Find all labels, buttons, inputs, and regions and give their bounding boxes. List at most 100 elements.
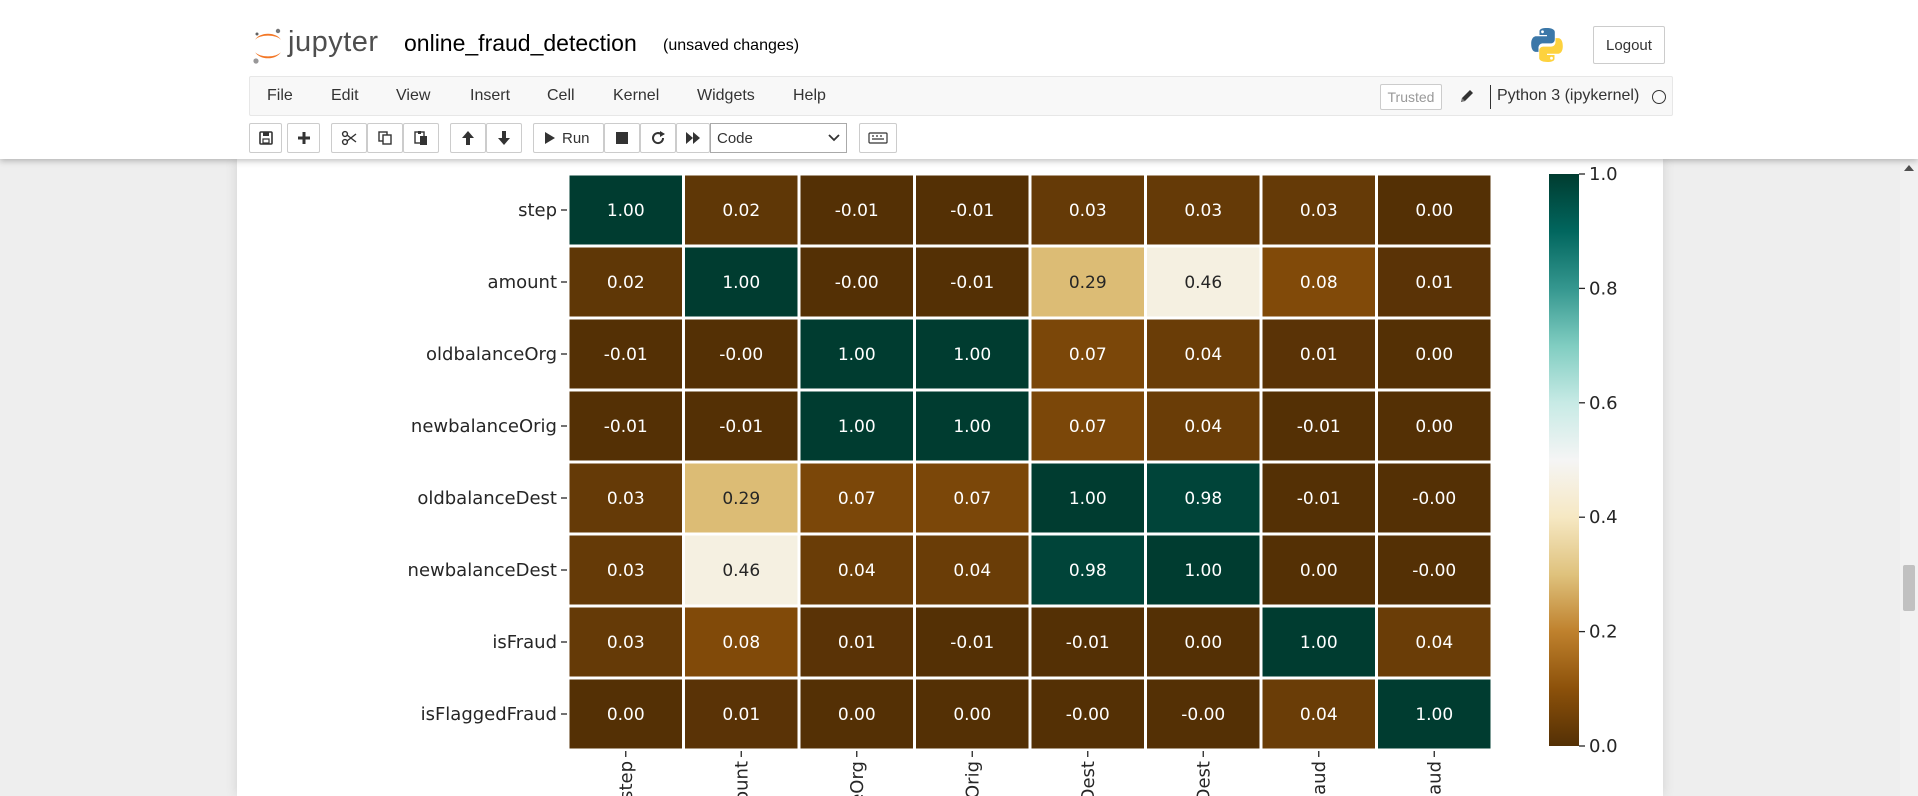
heatmap-cell	[566, 604, 685, 680]
heatmap-cell-label: 0.03	[607, 561, 645, 581]
jupyter-icon	[253, 28, 281, 64]
x-tick-label: Orig	[962, 761, 983, 796]
heatmap-cell-label: 1.00	[953, 417, 991, 437]
insert-cell-button[interactable]	[287, 123, 320, 153]
heatmap-cell	[566, 532, 685, 608]
move-down-button[interactable]	[486, 123, 522, 153]
heatmap-cell-label: -0.00	[1412, 489, 1456, 509]
y-tick-label: step	[518, 200, 557, 221]
heatmap-cell-label: 1.00	[1184, 561, 1222, 581]
heatmap-cell	[1375, 244, 1494, 320]
heatmap-cell	[1028, 172, 1147, 248]
heatmap-cell-label: 0.98	[1069, 561, 1107, 581]
heatmap-cell-label: 1.00	[722, 273, 760, 293]
cell-type-select[interactable]: Code	[710, 123, 847, 153]
heatmap-cell	[682, 604, 801, 680]
menu-widgets[interactable]: Widgets	[697, 87, 755, 104]
heatmap-cell-label: 1.00	[1415, 705, 1453, 725]
kernel-name[interactable]: Python 3 (ipykernel)	[1497, 87, 1640, 104]
heatmap-cell-label: 0.29	[1069, 273, 1107, 293]
paste-button[interactable]	[403, 123, 439, 153]
heatmap-cell	[913, 316, 1032, 392]
heatmap-cell	[1028, 532, 1147, 608]
heatmap-cell	[797, 460, 916, 536]
x-tick-label: Dest	[1078, 761, 1099, 796]
fast-forward-icon	[686, 132, 700, 144]
heatmap-cell-label: -0.01	[1297, 489, 1341, 509]
heatmap-cell-label: 0.00	[953, 705, 991, 725]
scissors-icon	[341, 130, 357, 146]
heatmap-cell-label: -0.00	[1181, 705, 1225, 725]
x-tick-label: step	[616, 761, 637, 796]
heatmap-cell-label: 0.00	[1184, 633, 1222, 653]
heatmap-cell-label: 1.00	[838, 417, 876, 437]
menu-insert[interactable]: Insert	[470, 87, 511, 104]
heatmap-cell	[1028, 604, 1147, 680]
python-logo-icon	[1531, 28, 1563, 62]
jupyter-logo[interactable]: jupyter	[251, 26, 391, 66]
run-button[interactable]: Run	[533, 123, 604, 153]
move-up-button[interactable]	[450, 123, 486, 153]
x-tick-label: aud	[1309, 761, 1330, 795]
heatmap-cell-label: 0.04	[1184, 345, 1222, 365]
heatmap-cell-label: 0.01	[722, 705, 760, 725]
heatmap-cell-label: 1.00	[953, 345, 991, 365]
vertical-scrollbar[interactable]	[1900, 159, 1918, 796]
menu-view[interactable]: View	[396, 87, 431, 104]
logout-button[interactable]: Logout	[1593, 26, 1665, 64]
trusted-badge[interactable]: Trusted	[1380, 84, 1442, 110]
save-button[interactable]	[249, 123, 282, 153]
chevron-down-icon	[828, 134, 840, 142]
menu-cell[interactable]: Cell	[547, 87, 575, 104]
heatmap-cell	[797, 316, 916, 392]
cut-button[interactable]	[331, 123, 367, 153]
heatmap-cell-label: 0.98	[1184, 489, 1222, 509]
menu-edit[interactable]: Edit	[331, 87, 359, 104]
y-tick-label: newbalanceOrig	[411, 416, 557, 437]
restart-run-all-button[interactable]	[676, 123, 710, 153]
heatmap-cell	[1259, 244, 1378, 320]
colorbar-tick-label: 0.8	[1589, 278, 1618, 299]
heatmap-cell-label: -0.00	[1066, 705, 1110, 725]
heatmap-cell-label: 0.04	[838, 561, 876, 581]
toolbar: Run Code	[249, 120, 1673, 156]
pencil-icon[interactable]	[1458, 87, 1476, 105]
restart-button[interactable]	[640, 123, 676, 153]
heatmap-cell	[1375, 676, 1494, 752]
interrupt-button[interactable]	[604, 123, 640, 153]
heatmap-cell-label: 0.01	[1300, 345, 1338, 365]
logo-text: jupyter	[288, 26, 379, 58]
heatmap-cell-label: 0.07	[838, 489, 876, 509]
y-tick-label: newbalanceDest	[408, 560, 557, 581]
heatmap-cell-label: 0.04	[953, 561, 991, 581]
heatmap-cell	[682, 388, 801, 464]
notebook-page: 1.00 0.02 -0.01 -0.01 0.03 0.03 0.03 0.00 0.02 1.…	[237, 159, 1663, 796]
heatmap-cell	[913, 460, 1032, 536]
scroll-up-arrow-icon[interactable]	[1904, 165, 1914, 171]
heatmap-cell-label: -0.01	[950, 201, 994, 221]
heatmap-cell	[1144, 388, 1263, 464]
heatmap-cell-label: 0.08	[1300, 273, 1338, 293]
copy-button[interactable]	[367, 123, 403, 153]
heatmap-cell	[913, 388, 1032, 464]
copy-icon	[378, 131, 392, 145]
heatmap-cell	[797, 244, 916, 320]
stop-icon	[616, 132, 628, 144]
notebook-name[interactable]: online_fraud_detection	[404, 30, 637, 56]
heatmap-cell-label: 0.03	[607, 489, 645, 509]
run-label: Run	[562, 129, 590, 147]
command-palette-button[interactable]	[859, 123, 897, 153]
menu-help[interactable]: Help	[793, 87, 826, 104]
scroll-thumb[interactable]	[1903, 565, 1915, 611]
heatmap-cell-label: -0.01	[950, 273, 994, 293]
heatmap-cell-label: 0.01	[1415, 273, 1453, 293]
colorbar-tick-label: 0.6	[1589, 393, 1618, 414]
menu-kernel[interactable]: Kernel	[613, 87, 660, 104]
heatmap-cell-label: -0.01	[1066, 633, 1110, 653]
heatmap-cell	[566, 244, 685, 320]
x-tick-label: aud	[1424, 761, 1445, 795]
heatmap-cell	[1259, 172, 1378, 248]
menu-file[interactable]: File	[267, 87, 293, 104]
heatmap-cell-label: -0.00	[835, 273, 879, 293]
save-status: (unsaved changes)	[663, 37, 800, 54]
